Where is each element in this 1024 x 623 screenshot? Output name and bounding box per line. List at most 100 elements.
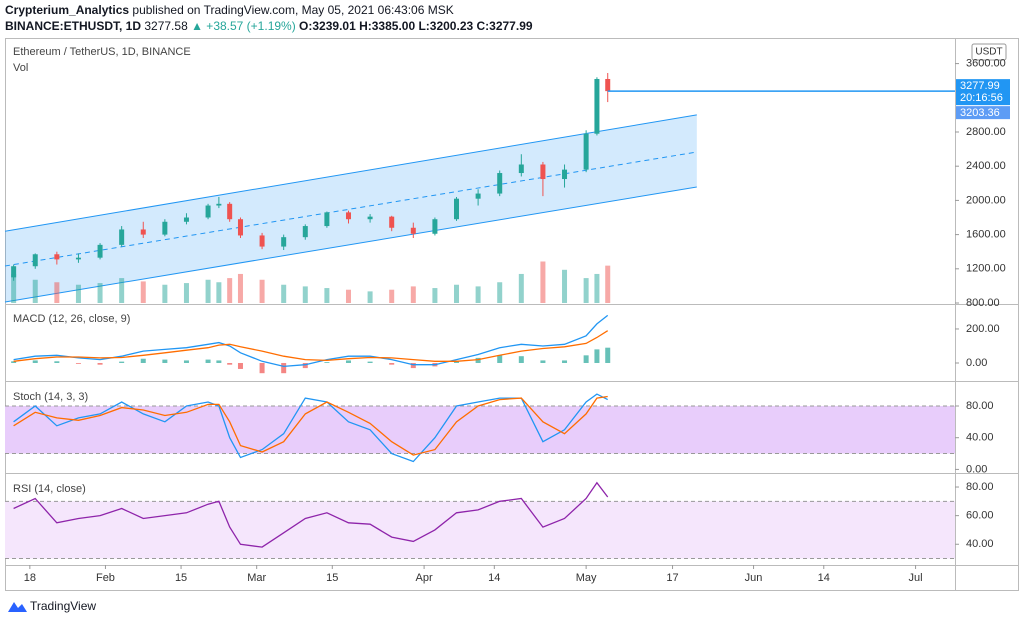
histogram-bar [562,360,568,363]
volume-bar [119,278,125,303]
y-tick-label: 3600.00 [966,58,1006,70]
histogram-bar [605,347,611,363]
y-tick-label: 60.00 [966,510,994,522]
histogram-bar [54,361,60,363]
x-tick-label: Apr [416,572,433,584]
histogram-bar [227,362,233,365]
x-tick-label: May [576,572,597,584]
candle-body [518,164,524,174]
histogram-bar [454,361,460,363]
candle-body [227,203,233,220]
candle-body [97,244,103,258]
volume-bar [475,286,481,303]
volume-bar [324,288,330,303]
volume-bar [562,269,568,303]
currency-box[interactable] [971,43,1007,61]
candle-body [367,216,373,220]
other-price-tag [956,106,1010,120]
histogram-bar [97,362,103,365]
x-tick-label: Mar [247,572,266,584]
y-tick-label: 1600.00 [966,229,1006,241]
candle-body [345,212,351,220]
candle-body [562,169,568,180]
histogram-bar [324,362,330,363]
symbol: BINANCE:ETHUSDT, 1D [5,19,141,33]
histogram-bar [237,362,243,369]
brand[interactable]: TradingView [30,599,96,613]
histogram-bar [11,361,17,363]
header-line: Crypterium_Analytics published on Tradin… [5,3,454,17]
chart-frame [5,38,1019,591]
y-tick-label: 1200.00 [966,263,1006,275]
candle-body [302,226,308,238]
channel-fill [5,114,697,302]
histogram-bar [140,358,146,363]
candle-body [32,254,38,267]
histogram-bar [119,361,125,363]
candle-body [205,205,211,218]
candle-body [140,229,146,235]
candle-body [410,227,416,234]
histogram-bar [205,359,211,363]
histogram-bar [518,356,524,363]
histogram-bar [540,360,546,363]
y-tick-label: 200.00 [966,323,1000,335]
volume-bar [75,284,81,303]
series-line [13,330,609,362]
volume-bar [410,286,416,303]
candle-body [432,219,438,234]
x-tick-label: 17 [666,572,678,584]
author[interactable]: Crypterium_Analytics [5,3,129,17]
countdown: 20:16:56 [960,92,1003,104]
price: 3277.58 [144,19,188,33]
volume-bar [11,273,17,303]
x-tick-label: 18 [24,572,36,584]
band [5,405,955,454]
candle-body [605,78,611,92]
band [5,501,955,559]
volume-bar [345,289,351,303]
volume-bar [227,278,233,303]
histogram-bar [475,357,481,363]
volume-bar [183,283,189,303]
candle-body [216,203,222,206]
volume-bar [605,265,611,303]
volume-bar [162,284,168,303]
y-tick-label: 0.00 [966,357,987,369]
volume-bar [540,261,546,303]
volume-bar [497,282,503,303]
volume-bar [140,281,146,303]
y-tick-label: 40.00 [966,538,994,550]
candle-body [11,266,17,278]
y-tick-label: 80.00 [966,481,994,493]
candle-body [54,254,60,260]
series-line [13,314,609,368]
volume-bar [216,282,222,303]
ohlc: O:3239.01 H:3385.00 L:3200.23 C:3277.99 [299,19,533,33]
histogram-bar [162,359,168,363]
candle-body [281,237,287,247]
histogram-bar [583,355,589,363]
histogram-bar [75,362,81,364]
volume-bar [432,288,438,303]
candle-body [540,164,546,180]
y-tick-label: 800.00 [966,297,1000,309]
y-tick-label: 2000.00 [966,194,1006,206]
y-tick-label: 80.00 [966,400,994,412]
histogram-bar [281,362,287,374]
pane-title: Vol [13,62,28,74]
candle-body [237,219,243,236]
volume-bar [594,273,600,303]
volume-bar [389,289,395,303]
change: ▲ +38.57 (+1.19%) [191,19,296,33]
candle-body [324,212,330,227]
pane-title: Ethereum / TetherUS, 1D, BINANCE [13,46,191,58]
pane-title: RSI (14, close) [13,483,86,495]
x-tick-label: 14 [488,572,500,584]
histogram-bar [259,362,265,374]
y-tick-label: 0.00 [966,463,987,475]
candle-body [454,198,460,220]
x-tick-label: 15 [175,572,187,584]
histogram-bar [216,360,222,363]
